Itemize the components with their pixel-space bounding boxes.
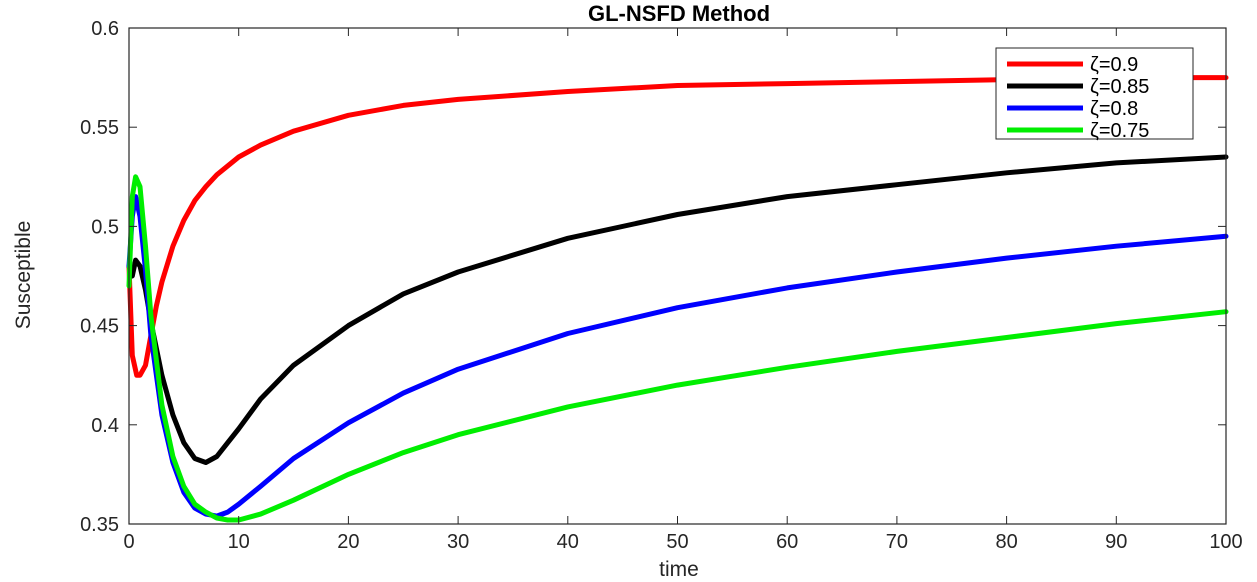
x-tick-label: 20 [337,531,359,553]
legend-label-4: ζ=0.75 [1090,120,1149,142]
y-tick-label: 0.55 [80,117,119,139]
ticks-layer: 0 10 20 30 40 50 60 70 80 90 100 0.35 0.4 0.45 0.5 0.55… [80,18,1243,553]
y-tick-label: 0.35 [80,514,119,536]
legend-label-1: ζ=0.9 [1090,54,1138,76]
chart-title: GL-NSFD Method [588,1,770,26]
y-tick-label: 0.4 [91,415,119,437]
y-axis-label: Susceptible [12,221,35,330]
x-tick-label: 90 [1105,531,1127,553]
x-tick-label: 0 [123,531,134,553]
y-tick-label: 0.6 [91,18,119,40]
x-tick-label: 30 [447,531,469,553]
x-tick-label: 10 [228,531,250,553]
x-tick-label: 60 [776,531,798,553]
y-tick-label: 0.5 [91,216,119,238]
legend-label-2: ζ=0.85 [1090,76,1149,98]
series-layer [126,75,1229,523]
x-tick-label: 50 [666,531,688,553]
x-tick-label: 70 [886,531,908,553]
series-line-4 [126,174,1229,523]
x-tick-label: 40 [557,531,579,553]
legend-label-3: ζ=0.8 [1090,98,1138,120]
x-tick-label: 100 [1209,531,1242,553]
series-line-1 [126,75,1229,378]
legend: ζ=0.9ζ=0.85ζ=0.8ζ=0.75 [995,47,1194,142]
x-tick-label: 80 [995,531,1017,553]
y-tick-label: 0.45 [80,316,119,338]
x-axis-label: time [659,558,699,581]
